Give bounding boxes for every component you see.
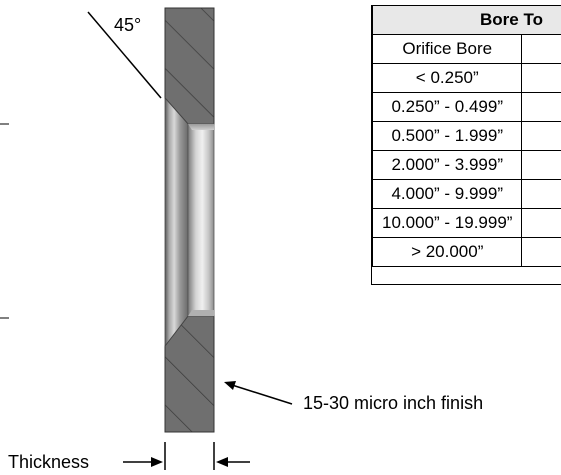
finish-arrowhead [224,381,236,390]
bevel-face [164,96,189,348]
table-row: 2.000” - 3.999” [372,150,561,180]
thickness-arrowhead-left [151,457,163,467]
orifice-bore-range: < 0.250” [372,63,523,93]
bore-face [187,123,215,317]
bore-top-bevel [188,124,214,130]
orifice-bore-range: 0.250” - 0.499” [372,92,523,122]
column-header-tolerance [521,34,561,64]
table-row: 4.000” - 9.999” [372,179,561,209]
bore-tolerance-table: Bore To Orifice Bore < 0.250” 0.250” - 0… [371,5,561,285]
table-row: 10.000” - 19.999” [372,208,561,238]
finish-label: 15-30 micro inch finish [303,393,484,413]
table-row: > 20.000” [372,237,561,267]
table-header-row: Orifice Bore [372,34,561,64]
table-title: Bore To [372,5,561,35]
angle-leader-line [87,11,162,99]
orifice-bore-range: 4.000” - 9.999” [372,179,523,209]
thickness-label: Thickness [8,452,90,472]
table-row: < 0.250” [372,63,561,93]
finish-leader-line [231,384,293,405]
bore-bottom-bevel [188,310,214,316]
column-header-orifice-bore: Orifice Bore [372,34,523,64]
thickness-arrowhead-right [216,457,228,467]
table-row: 0.500” - 1.999” [372,121,561,151]
orifice-bore-range: 0.500” - 1.999” [372,121,523,151]
angle-label: 45° [114,15,142,35]
orifice-bore-range: 2.000” - 3.999” [372,150,523,180]
orifice-bore-range: > 20.000” [372,237,523,267]
table-title-row: Bore To [372,5,561,35]
table-row: 0.250” - 0.499” [372,92,561,122]
orifice-bore-range: 10.000” - 19.999” [372,208,523,238]
